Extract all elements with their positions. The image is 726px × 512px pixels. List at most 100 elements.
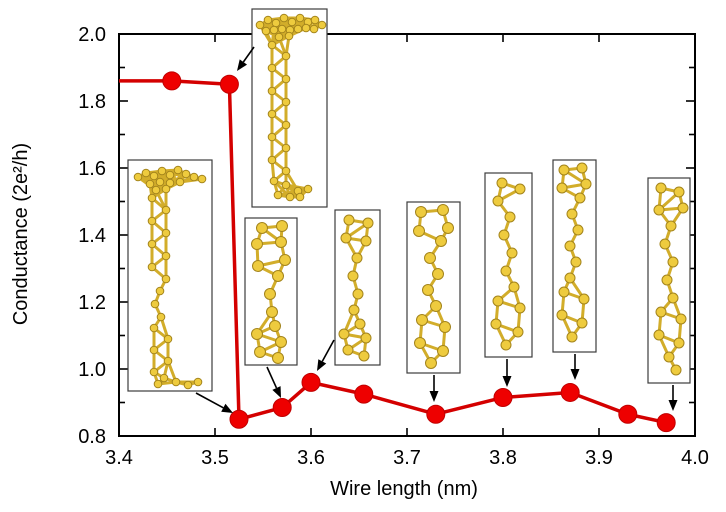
y-tick-label: 1.0	[78, 359, 106, 381]
gold-atom	[295, 192, 305, 202]
gold-atom	[360, 332, 372, 344]
gold-atom	[492, 195, 504, 207]
data-point	[272, 398, 292, 418]
gold-atom	[437, 204, 449, 216]
x-tick-label: 3.5	[201, 447, 229, 469]
gold-atom	[161, 184, 171, 194]
gold-atom	[133, 172, 143, 182]
x-tick-label: 3.8	[489, 447, 517, 469]
gold-atom	[149, 367, 159, 377]
gold-atom	[149, 171, 159, 181]
gold-atom	[251, 238, 263, 250]
gold-atom	[354, 318, 366, 330]
gold-atom	[149, 323, 159, 333]
gold-atom	[277, 24, 287, 34]
annotation-arrowhead	[237, 59, 248, 71]
gold-atom	[663, 351, 675, 363]
gold-atom	[153, 379, 163, 389]
gold-atom	[279, 13, 289, 23]
nanowire-inset-3	[244, 217, 298, 366]
gold-atom	[251, 328, 263, 340]
gold-atom	[273, 190, 283, 200]
annotation-arrowhead	[221, 403, 233, 413]
gold-atom	[352, 288, 364, 300]
gold-atom	[267, 63, 277, 73]
gold-atom	[287, 17, 297, 27]
gold-atom	[673, 186, 685, 198]
data-point	[493, 387, 513, 407]
gold-atom	[267, 155, 277, 165]
data-point	[219, 74, 239, 94]
gold-atom	[269, 176, 279, 186]
gold-atom	[351, 252, 363, 264]
gold-atom	[415, 206, 427, 218]
nanowire-inset-6	[484, 172, 533, 358]
gold-atom	[659, 238, 671, 250]
gold-atom	[155, 177, 165, 187]
gold-atom	[430, 300, 442, 312]
gold-atom	[281, 74, 291, 84]
gold-atom	[151, 185, 161, 195]
gold-atom	[269, 320, 281, 332]
y-tick-label: 1.6	[78, 158, 106, 180]
gold-atom	[163, 356, 173, 366]
gold-atom	[147, 193, 157, 203]
gold-atom	[309, 24, 319, 34]
gold-atom	[580, 178, 592, 190]
data-point	[301, 372, 321, 392]
gold-atom	[572, 224, 584, 236]
gold-atom	[261, 26, 271, 36]
gold-atom	[279, 254, 291, 266]
gold-atom	[413, 225, 425, 237]
gold-atom	[348, 304, 360, 316]
gold-atom	[667, 256, 679, 268]
gold-atom	[145, 179, 155, 189]
gold-atom	[556, 182, 568, 194]
gold-atom	[155, 286, 165, 296]
gold-atom	[254, 346, 266, 358]
gold-atom	[673, 337, 685, 349]
gold-atom	[514, 302, 526, 314]
gold-atom	[504, 211, 516, 223]
annotation-arrowhead	[570, 369, 580, 380]
gold-atom	[566, 208, 578, 220]
gold-atom	[272, 352, 284, 364]
annotation-arrowhead	[668, 400, 678, 411]
gold-atom	[347, 270, 359, 282]
gold-atom	[360, 235, 372, 247]
y-tick-label: 1.4	[78, 225, 106, 247]
gold-atom	[570, 256, 582, 268]
y-tick-label: 1.2	[78, 292, 106, 314]
gold-atom	[492, 295, 504, 307]
gold-atom	[267, 86, 277, 96]
gold-atom	[275, 336, 287, 348]
gold-atom	[670, 364, 682, 376]
gold-atom	[500, 339, 512, 351]
gold-atom	[310, 15, 320, 25]
gold-atom	[181, 169, 191, 179]
x-axis-title: Wire length (nm)	[330, 478, 478, 500]
gold-atom	[269, 25, 279, 35]
gold-atom	[252, 260, 264, 272]
x-tick-label: 3.9	[585, 447, 613, 469]
gold-atom	[141, 168, 151, 178]
gold-atom	[255, 20, 265, 30]
nanowire-inset-4	[334, 209, 381, 366]
gold-atom	[661, 274, 673, 286]
gold-atom	[422, 284, 434, 296]
y-tick-label: 0.8	[78, 426, 106, 448]
gold-atom	[358, 350, 370, 362]
data-point	[426, 404, 446, 424]
gold-atom	[437, 345, 449, 357]
gold-atom	[340, 232, 352, 244]
gold-atom	[256, 222, 268, 234]
gold-atom	[665, 220, 677, 232]
gold-atom	[416, 314, 428, 326]
gold-atom	[653, 204, 665, 216]
data-point	[354, 384, 374, 404]
gold-atom	[362, 217, 374, 229]
annotation-arrow	[266, 366, 278, 389]
x-tick-label: 4.0	[681, 447, 709, 469]
gold-atom	[414, 337, 426, 349]
